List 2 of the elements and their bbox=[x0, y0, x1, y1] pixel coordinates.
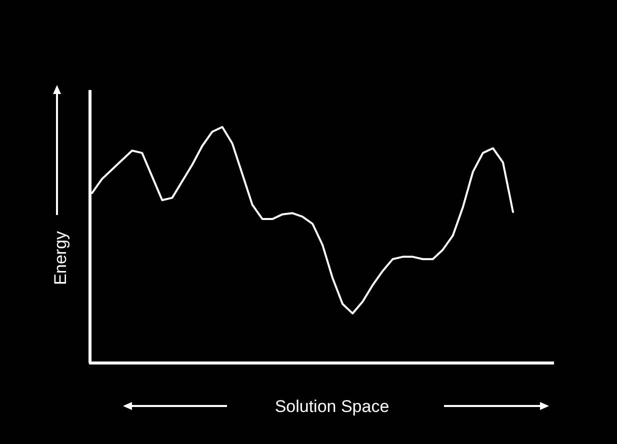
y-axis-title: Energy bbox=[51, 230, 70, 285]
x-axis-title: Solution Space bbox=[274, 397, 390, 416]
